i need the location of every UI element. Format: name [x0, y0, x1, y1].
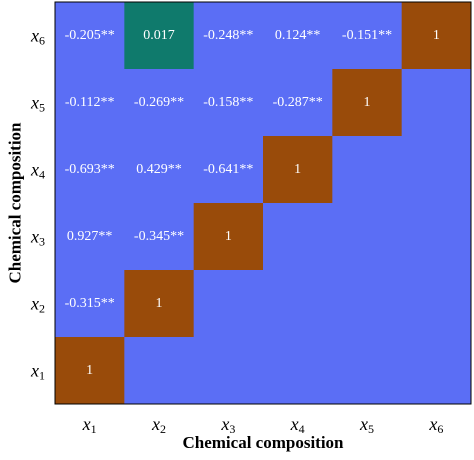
cell-value-label: -0.287** — [273, 95, 323, 110]
heatmap-cell-x1-x1 — [55, 337, 125, 404]
cell-value-label: 1 — [86, 363, 93, 378]
y-tick-label: x4 — [30, 160, 45, 182]
cell-value-label: 1 — [364, 95, 371, 110]
y-tick-label: x5 — [30, 93, 45, 115]
cell-value-label: 1 — [156, 296, 163, 311]
cell-value-label: 0.017 — [143, 28, 175, 43]
y-tick-label: x2 — [30, 294, 45, 316]
cell-value-label: 0.124** — [275, 28, 321, 43]
heatmap-cell-x5-x5 — [332, 69, 402, 136]
cell-value-label: -0.641** — [203, 162, 253, 177]
heatmap-cell-x6-x6 — [401, 2, 471, 69]
y-tick-label: x6 — [30, 26, 45, 48]
cell-value-label: 0.429** — [136, 162, 182, 177]
cell-value-label: -0.315** — [65, 296, 115, 311]
x-tick-label: x2 — [151, 414, 166, 436]
cell-value-label: 1 — [433, 28, 440, 43]
x-tick-label: x6 — [428, 414, 443, 436]
heatmap-cell-x2-x2 — [124, 270, 194, 337]
cell-value-label: 1 — [294, 162, 301, 177]
heatmap-cell-x2-x6 — [124, 2, 194, 69]
cell-value-label: -0.269** — [134, 95, 184, 110]
x-tick-label: x5 — [359, 414, 374, 436]
cell-value-label: -0.248** — [203, 28, 253, 43]
x-tick-label: x3 — [220, 414, 235, 436]
heatmap-cell-x4-x4 — [263, 136, 333, 203]
x-tick-label: x4 — [290, 414, 305, 436]
y-axis-title: Chemical composition — [6, 122, 25, 284]
cell-value-label: -0.112** — [65, 95, 115, 110]
cell-value-label: -0.205** — [65, 28, 115, 43]
x-tick-label: x1 — [82, 414, 97, 436]
y-tick-label: x1 — [30, 361, 45, 383]
x-axis-title: Chemical composition — [182, 433, 344, 452]
cell-value-label: -0.158** — [203, 95, 253, 110]
cell-value-label: 1 — [225, 229, 232, 244]
cell-value-label: 0.927** — [67, 229, 113, 244]
cell-value-label: -0.693** — [65, 162, 115, 177]
heatmap-cell-x3-x3 — [193, 203, 263, 270]
cell-value-label: -0.151** — [342, 28, 392, 43]
plot-border — [54, 1, 472, 405]
y-tick-label: x3 — [30, 227, 45, 249]
cell-value-label: -0.345** — [134, 229, 184, 244]
